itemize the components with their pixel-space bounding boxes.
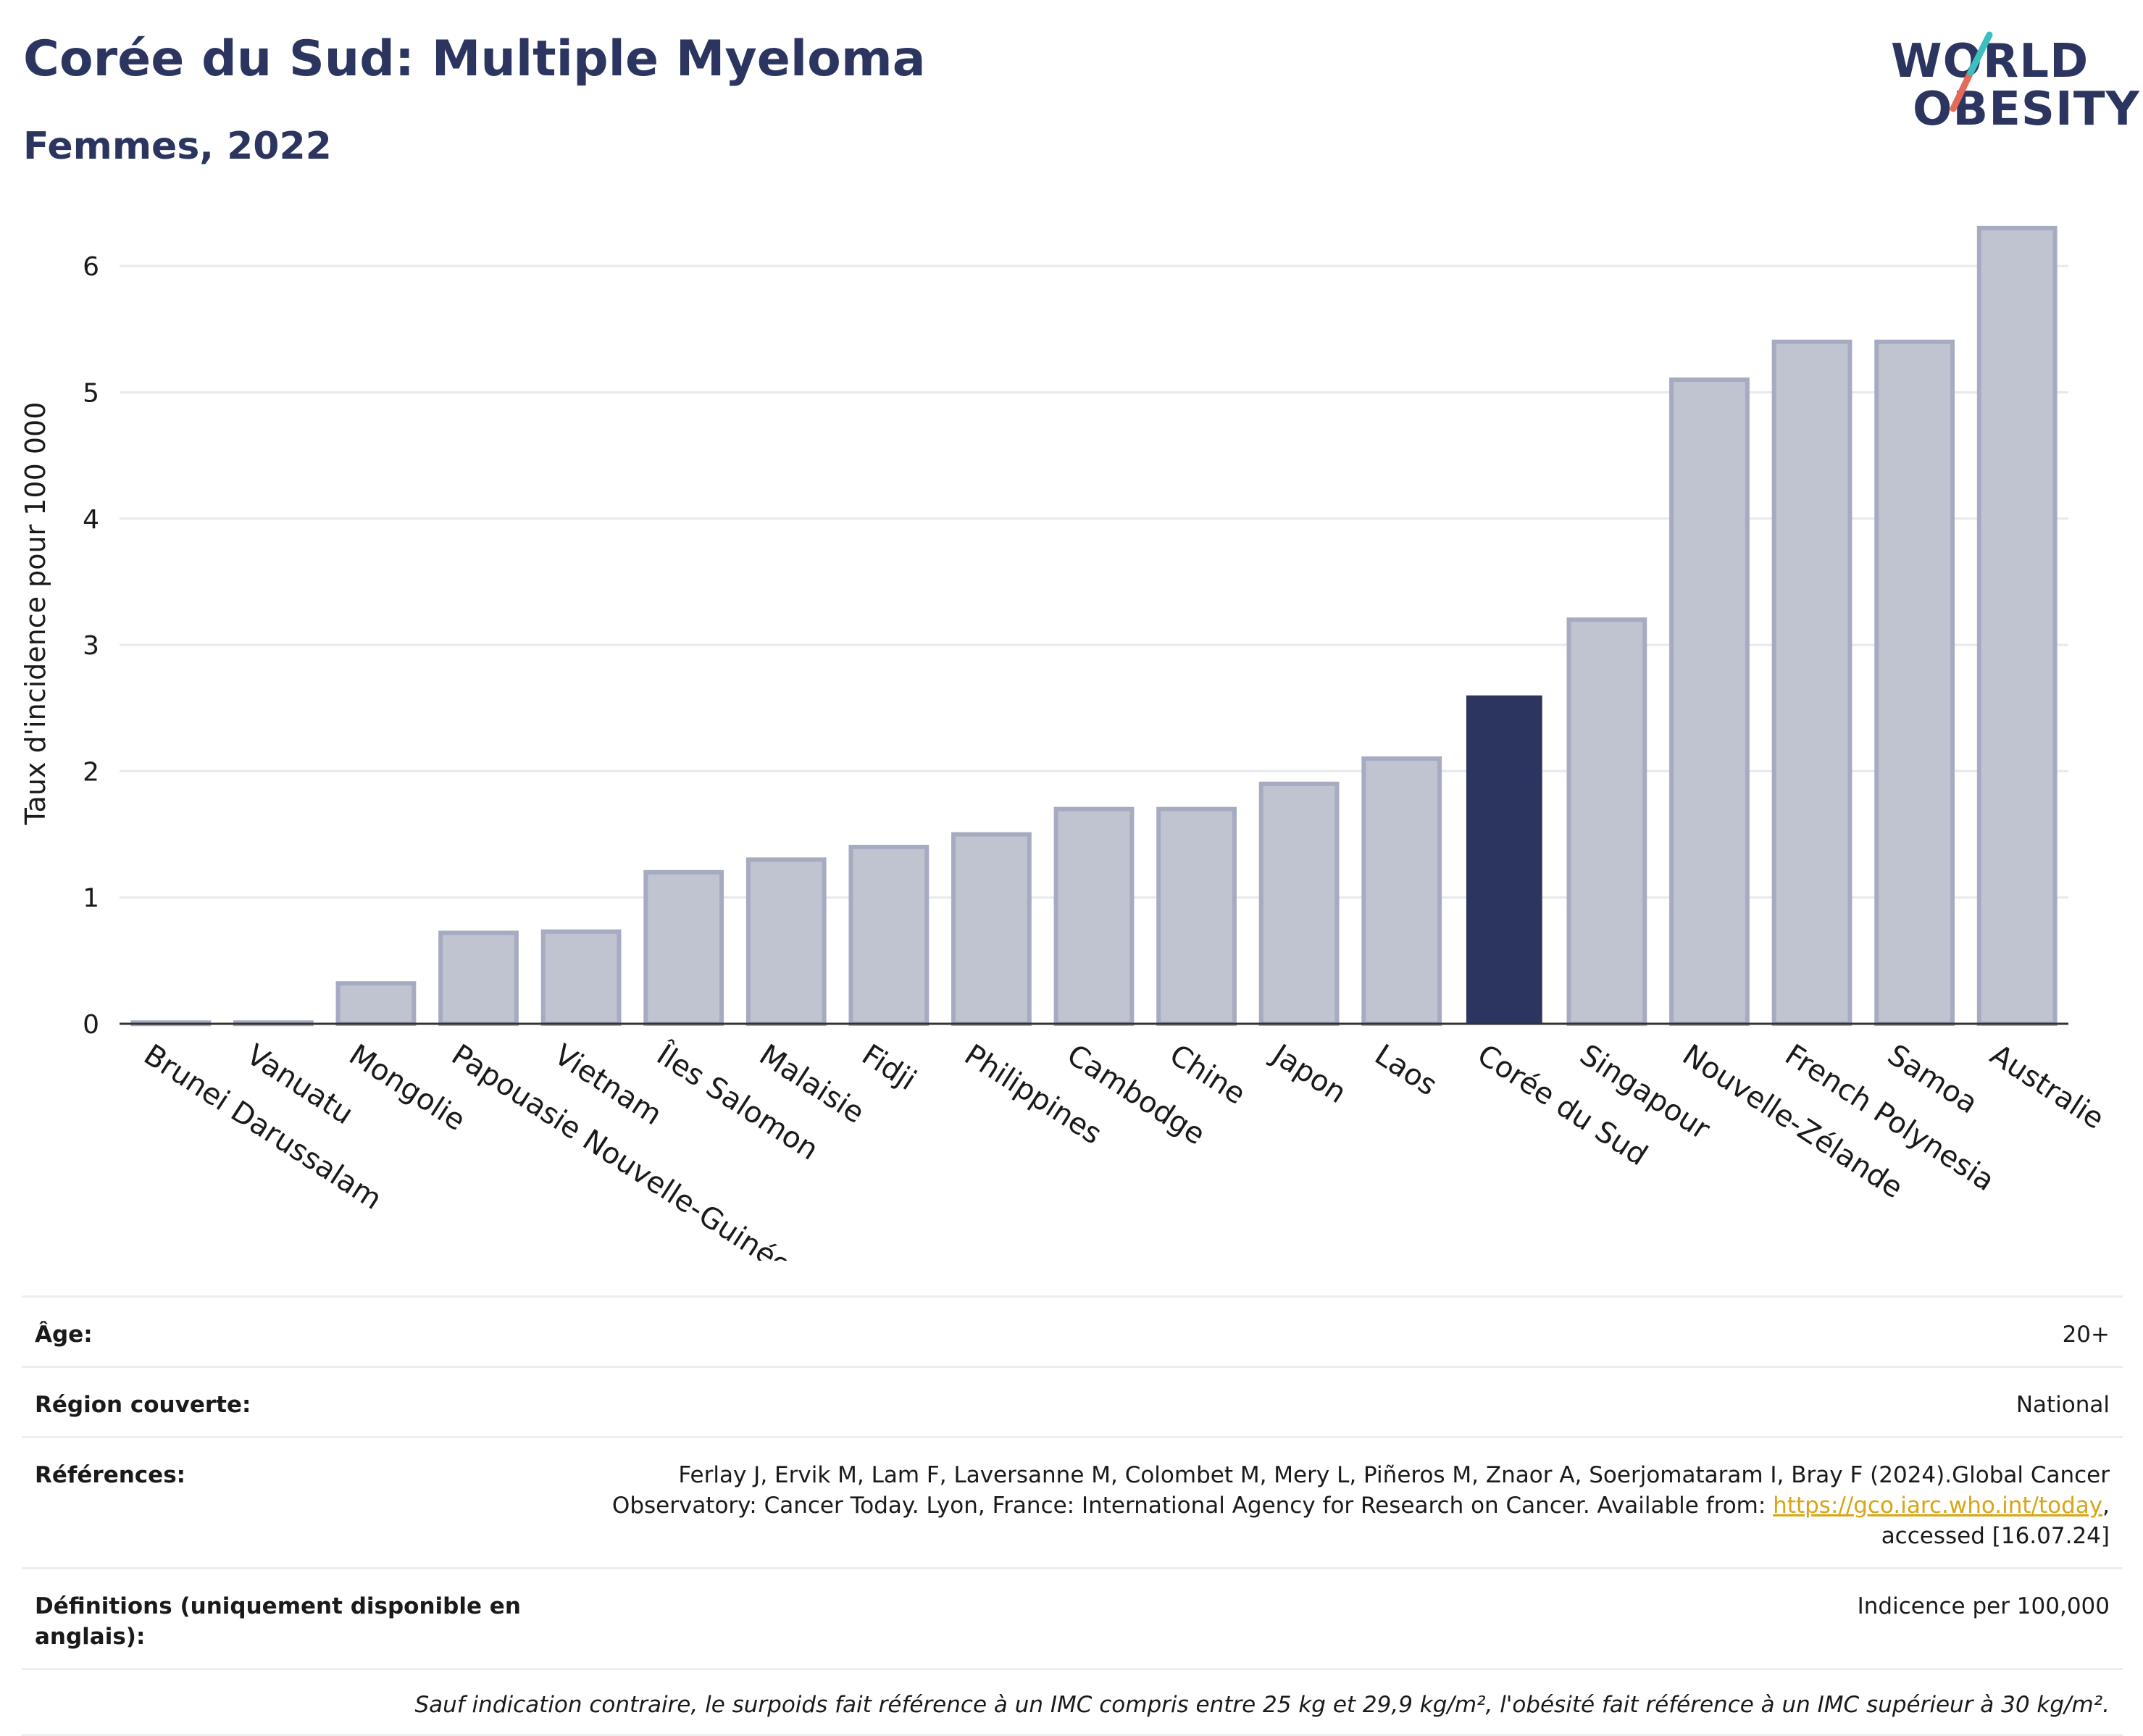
bar-french-polynesia [1771,339,1852,1026]
info-row-region: Région couverte: National [22,1366,2123,1436]
bar-cambodge [1053,806,1135,1027]
x-tick-label: Mongolie [343,1038,472,1138]
page-subtitle: Femmes, 2022 [23,125,332,168]
world-obesity-logo: WORLD OBESITY [1891,22,2139,152]
y-tick-label: 6 [83,252,99,282]
x-tick-label: Corée du Sud [1471,1038,1653,1172]
x-tick-labels: Brunei DarussalamVanuatuMongoliePapouasi… [138,1037,2110,1261]
footnote: Sauf indication contraire, le surpoids f… [414,1692,2110,1718]
definitions-label: Définitions (uniquement disponible en an… [35,1593,521,1650]
bar-chart: 0 1 2 3 4 5 6 Brunei DarussalamVanuatuMongolie… [20,225,2110,1261]
references-text: Ferlay J, Ervik M, Lam F, Laversanne M, … [611,1462,2110,1519]
y-tick-label: 2 [83,757,99,787]
info-row-note: Sauf indication contraire, le surpoids f… [22,1668,2123,1736]
bar-vietnam [540,929,622,1026]
info-row-definitions: Définitions (uniquement disponible en an… [22,1567,2123,1668]
bars [130,225,2058,1027]
references-value: Ferlay J, Ervik M, Lam F, Laversanne M, … [552,1460,2110,1551]
bar-samoa [1874,339,1955,1026]
references-link[interactable]: https://gco.iarc.who.int/today [1773,1493,2103,1519]
bar-fidji [848,844,930,1026]
bar-papouasie-nouvelle-guin-e [438,930,519,1026]
y-tick-label: 0 [83,1010,99,1040]
bar-laos [1361,756,1442,1026]
info-row-age: Âge: 20+ [22,1295,2123,1366]
y-tick-label: 4 [83,505,99,535]
bar-malaisie [745,857,827,1027]
info-table: Âge: 20+ Région couverte: National Référ… [22,1295,2123,1736]
region-label: Région couverte: [35,1392,251,1418]
y-tick-label: 5 [83,378,99,408]
bar--les-salomon [643,869,724,1026]
y-axis-label: Taux d'incidence pour 100 000 [20,402,51,826]
page-title: Corée du Sud: Multiple Myeloma [23,30,926,88]
logo-slash-icon [1950,31,1993,112]
y-tick-labels: 0 1 2 3 4 5 6 [83,252,99,1040]
x-tick-label: Laos [1369,1038,1442,1103]
y-tick-label: 3 [83,631,99,661]
bar-nouvelle-z-lande [1669,377,1750,1026]
x-tick-label: Japon [1264,1037,1352,1110]
bar-cor-e-du-sud [1466,695,1542,1024]
definitions-value: Indicence per 100,000 [1857,1593,2110,1619]
bar-mongolie [335,981,417,1027]
age-label: Âge: [35,1322,93,1348]
y-tick-label: 1 [83,884,99,914]
x-tick-label: Australie [1984,1038,2110,1136]
region-value: National [2015,1392,2110,1418]
age-value: 20+ [2062,1322,2110,1348]
references-tail: , accessed [16.07.24] [1881,1493,2110,1549]
bar-japon [1258,781,1340,1026]
x-tick-label: Papouasie Nouvelle-Guinée [446,1038,797,1261]
references-label: Références: [35,1462,186,1488]
bar-australie [1976,225,2058,1026]
bar-philippines [951,832,1032,1026]
bar-chine [1156,806,1237,1027]
info-row-references: Références: Ferlay J, Ervik M, Lam F, La… [22,1436,2123,1567]
logo-line-1: WORLD [1891,35,2089,88]
bar-singapour [1566,617,1647,1026]
x-tick-label: Fidji [856,1038,922,1098]
x-tick-label: Chine [1164,1038,1251,1111]
